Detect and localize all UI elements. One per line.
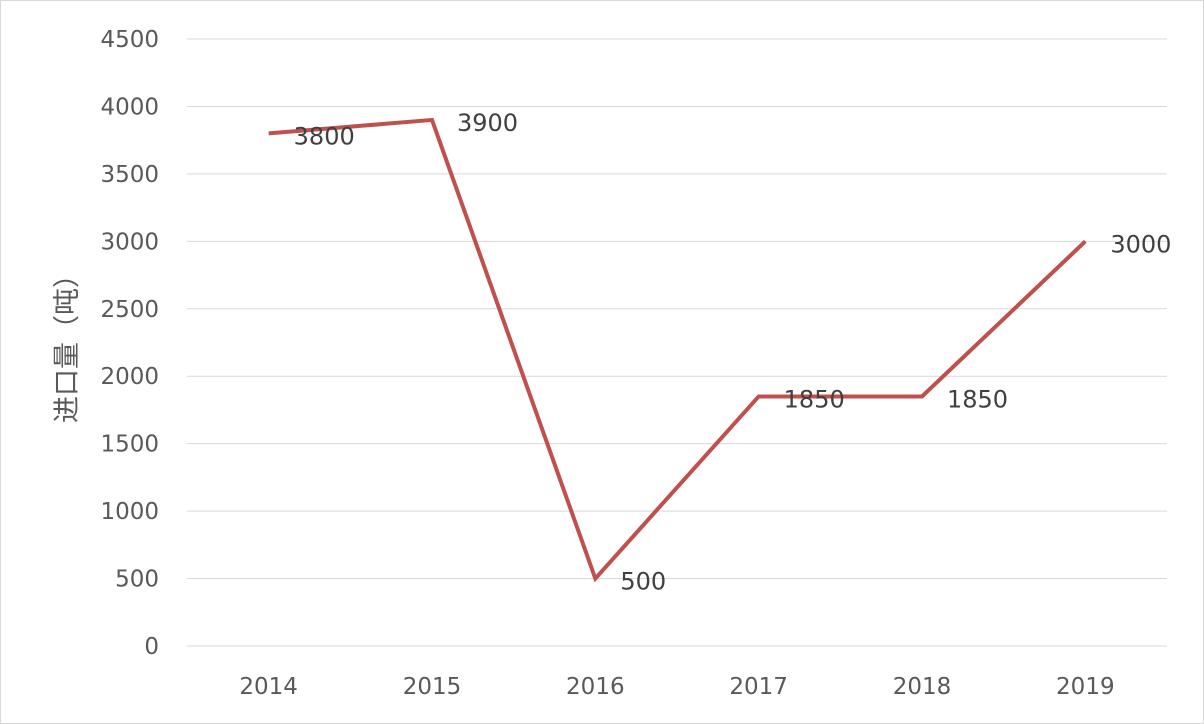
series-layer bbox=[268, 117, 1087, 583]
y-tick-label: 4500 bbox=[100, 27, 159, 53]
data-label: 1850 bbox=[947, 385, 1008, 413]
x-axis-ticks: 2014 2015 2016 2017 2018 2019 bbox=[239, 674, 1114, 700]
x-tick-label: 2018 bbox=[893, 674, 952, 700]
y-tick-label: 2000 bbox=[100, 364, 159, 390]
y-tick-label: 4000 bbox=[100, 94, 159, 120]
x-tick-label: 2019 bbox=[1056, 674, 1115, 700]
series-line bbox=[268, 117, 1087, 583]
y-axis-ticks: 0 500 1000 1500 2000 2500 3000 3500 4000 4500 bbox=[100, 27, 159, 660]
x-tick-label: 2014 bbox=[239, 674, 298, 700]
data-labels: 3800 3900 500 1850 1850 3000 bbox=[294, 109, 1172, 596]
x-tick-label: 2015 bbox=[403, 674, 462, 700]
data-label: 3900 bbox=[457, 109, 518, 137]
y-tick-label: 500 bbox=[115, 567, 159, 593]
data-label: 3800 bbox=[294, 122, 355, 150]
x-tick-label: 2016 bbox=[566, 674, 625, 700]
data-label: 3000 bbox=[1110, 230, 1171, 258]
y-tick-label: 3000 bbox=[100, 229, 159, 255]
y-tick-label: 2500 bbox=[100, 297, 159, 323]
y-tick-label: 1500 bbox=[100, 432, 159, 458]
y-tick-label: 3500 bbox=[100, 162, 159, 188]
data-label: 500 bbox=[620, 568, 666, 596]
y-tick-label: 1000 bbox=[100, 499, 159, 525]
data-label: 1850 bbox=[784, 385, 845, 413]
y-tick-label: 0 bbox=[144, 634, 159, 660]
x-tick-label: 2017 bbox=[729, 674, 788, 700]
y-axis-label: 进口量（吨） bbox=[52, 261, 83, 423]
gridlines bbox=[187, 38, 1167, 647]
